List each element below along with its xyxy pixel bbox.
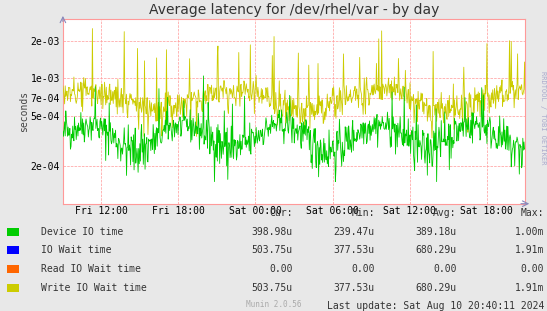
Text: 1.00m: 1.00m	[515, 227, 544, 237]
Text: 398.98u: 398.98u	[252, 227, 293, 237]
Text: 239.47u: 239.47u	[334, 227, 375, 237]
Y-axis label: seconds: seconds	[19, 91, 30, 132]
Text: IO Wait time: IO Wait time	[41, 245, 112, 255]
Text: Avg:: Avg:	[433, 208, 457, 218]
Text: 1.91m: 1.91m	[515, 283, 544, 293]
Text: 0.00: 0.00	[269, 264, 293, 274]
Text: 503.75u: 503.75u	[252, 245, 293, 255]
Text: 680.29u: 680.29u	[416, 245, 457, 255]
Text: Device IO time: Device IO time	[41, 227, 123, 237]
Text: 377.53u: 377.53u	[334, 245, 375, 255]
Text: Cur:: Cur:	[269, 208, 293, 218]
Text: Last update: Sat Aug 10 20:40:11 2024: Last update: Sat Aug 10 20:40:11 2024	[327, 301, 544, 311]
Text: Max:: Max:	[521, 208, 544, 218]
Text: 680.29u: 680.29u	[416, 283, 457, 293]
Title: Average latency for /dev/rhel/var - by day: Average latency for /dev/rhel/var - by d…	[149, 3, 439, 17]
Text: 503.75u: 503.75u	[252, 283, 293, 293]
Text: Munin 2.0.56: Munin 2.0.56	[246, 299, 301, 309]
Text: Read IO Wait time: Read IO Wait time	[41, 264, 141, 274]
Text: 0.00: 0.00	[433, 264, 457, 274]
Text: RRDTOOL / TOBI OETIKER: RRDTOOL / TOBI OETIKER	[540, 72, 546, 165]
Text: 389.18u: 389.18u	[416, 227, 457, 237]
Text: Write IO Wait time: Write IO Wait time	[41, 283, 147, 293]
Text: 377.53u: 377.53u	[334, 283, 375, 293]
Text: Min:: Min:	[351, 208, 375, 218]
Text: 0.00: 0.00	[521, 264, 544, 274]
Text: 1.91m: 1.91m	[515, 245, 544, 255]
Text: 0.00: 0.00	[351, 264, 375, 274]
